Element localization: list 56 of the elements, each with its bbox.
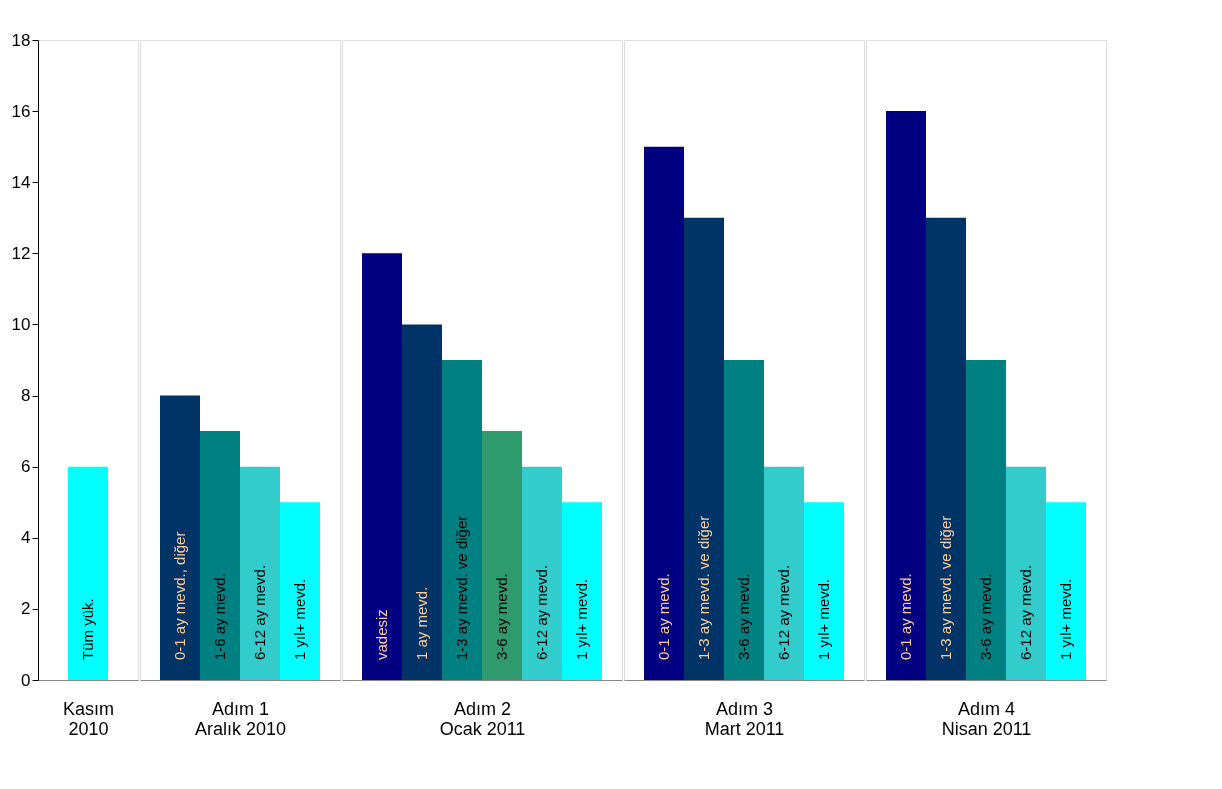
bar	[644, 146, 684, 680]
x-tick-label: 1 yıl+ mevd.	[291, 578, 308, 660]
y-tick-label: 0	[21, 670, 31, 690]
bar	[522, 466, 562, 680]
x-tick-label: 1 yıl+ mevd.	[815, 578, 832, 660]
bar	[1046, 502, 1086, 680]
y-tick-label: 8	[21, 386, 31, 406]
y-tick-label: 4	[21, 528, 31, 548]
bar	[926, 217, 966, 680]
x-axis-title: Adım 2 Ocak 2011	[439, 698, 526, 739]
x-tick-label: 1-3 ay mevd. ve diğer	[695, 515, 712, 660]
bar	[804, 502, 844, 680]
x-tick-label: 1-6 ay mevd.	[211, 573, 228, 660]
y-tick-label: 6	[21, 457, 31, 477]
x-tick-label: 1 yıl+ mevd.	[573, 578, 590, 660]
x-tick-label: 3-6 ay mevd.	[493, 573, 510, 660]
bar	[482, 431, 522, 680]
bar	[240, 466, 280, 680]
y-tick-label: 10	[11, 314, 31, 334]
bar	[886, 111, 926, 680]
x-tick-label: 6-12 ay mevd.	[1017, 564, 1034, 660]
y-tick-label: 18	[11, 30, 31, 50]
x-tick-label: 0-1 ay mevd.	[897, 573, 914, 660]
x-axis-title: Adım 1 Aralık 2010	[194, 698, 287, 739]
bar	[764, 466, 804, 680]
y-tick-label: 12	[11, 243, 31, 263]
x-axis-title: Adım 4 Nisan 2011	[941, 698, 1032, 739]
x-tick-label: Tüm yük.	[79, 598, 96, 660]
x-tick-label: vadesiz	[373, 609, 390, 660]
bar	[1006, 466, 1046, 680]
bar	[724, 360, 764, 680]
x-tick-label: 1-3 ay mevd. ve diğer	[453, 515, 470, 660]
x-tick-label: 6-12 ay mevd.	[251, 564, 268, 660]
x-tick-label: 3-6 ay mevd.	[735, 573, 752, 660]
y-tick-label: 14	[11, 172, 31, 192]
bar	[402, 324, 442, 680]
bar	[280, 502, 320, 680]
x-tick-label: 1 yıl+ mevd.	[1057, 578, 1074, 660]
bar	[966, 360, 1006, 680]
y-tick-label: 2	[21, 599, 31, 619]
x-tick-label: 3-6 ay mevd.	[977, 573, 994, 660]
x-tick-label: 0-1 ay mevd.	[655, 573, 672, 660]
bar	[442, 360, 482, 680]
x-tick-label: 1 ay mevd.	[413, 586, 430, 660]
bar	[200, 431, 240, 680]
bar	[562, 502, 602, 680]
x-axis-title: Adım 3 Mart 2011	[704, 698, 785, 739]
y-tick-label: 16	[11, 101, 31, 121]
x-tick-label: 6-12 ay mevd.	[533, 564, 550, 660]
x-tick-label: 1-3 ay mevd. ve diğer	[937, 515, 954, 660]
x-tick-label: 0-1 ay mevd., diğer	[171, 531, 188, 660]
x-tick-label: 6-12 ay mevd.	[775, 564, 792, 660]
bar	[362, 253, 402, 680]
bar	[160, 395, 200, 680]
x-axis-title: Kasım 2010	[62, 698, 115, 739]
bar	[684, 217, 724, 680]
